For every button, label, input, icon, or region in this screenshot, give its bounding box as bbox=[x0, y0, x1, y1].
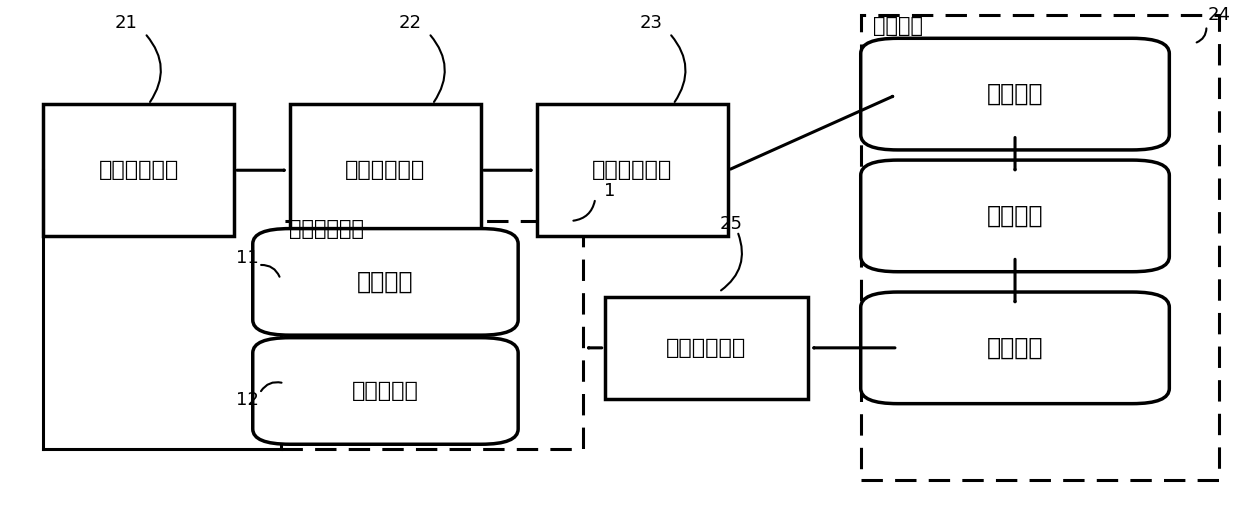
FancyBboxPatch shape bbox=[861, 38, 1169, 150]
Text: 执行机构: 执行机构 bbox=[357, 270, 414, 294]
Text: 11: 11 bbox=[236, 248, 259, 267]
Text: 全局导航: 全局导航 bbox=[987, 82, 1043, 106]
FancyBboxPatch shape bbox=[290, 104, 481, 236]
FancyBboxPatch shape bbox=[253, 229, 518, 335]
Text: 21: 21 bbox=[115, 14, 138, 32]
Text: 规划模块: 规划模块 bbox=[873, 16, 923, 36]
Text: 24: 24 bbox=[1208, 7, 1230, 25]
Text: 1: 1 bbox=[604, 182, 616, 200]
Text: 22: 22 bbox=[398, 14, 422, 32]
Text: 12: 12 bbox=[236, 390, 259, 408]
FancyBboxPatch shape bbox=[43, 104, 234, 236]
FancyBboxPatch shape bbox=[253, 338, 518, 444]
Text: 轨迹规划: 轨迹规划 bbox=[987, 336, 1043, 360]
FancyBboxPatch shape bbox=[605, 297, 808, 399]
Bar bbox=[861, 15, 1219, 480]
Text: 23: 23 bbox=[640, 14, 662, 32]
FancyBboxPatch shape bbox=[861, 292, 1169, 404]
Text: 自动驾驶车辆: 自动驾驶车辆 bbox=[289, 219, 365, 239]
Text: 多源传感器: 多源传感器 bbox=[352, 381, 419, 401]
FancyBboxPatch shape bbox=[537, 104, 728, 236]
Text: 轨迹跟踪模块: 轨迹跟踪模块 bbox=[666, 338, 746, 358]
Text: 25: 25 bbox=[719, 214, 743, 232]
FancyBboxPatch shape bbox=[861, 160, 1169, 272]
Text: 行为预测模块: 行为预测模块 bbox=[593, 160, 672, 180]
Text: 环境感知模块: 环境感知模块 bbox=[98, 160, 179, 180]
Text: 行为规划: 行为规划 bbox=[987, 204, 1043, 228]
Text: 融合定位模块: 融合定位模块 bbox=[345, 160, 425, 180]
Bar bbox=[280, 221, 583, 449]
